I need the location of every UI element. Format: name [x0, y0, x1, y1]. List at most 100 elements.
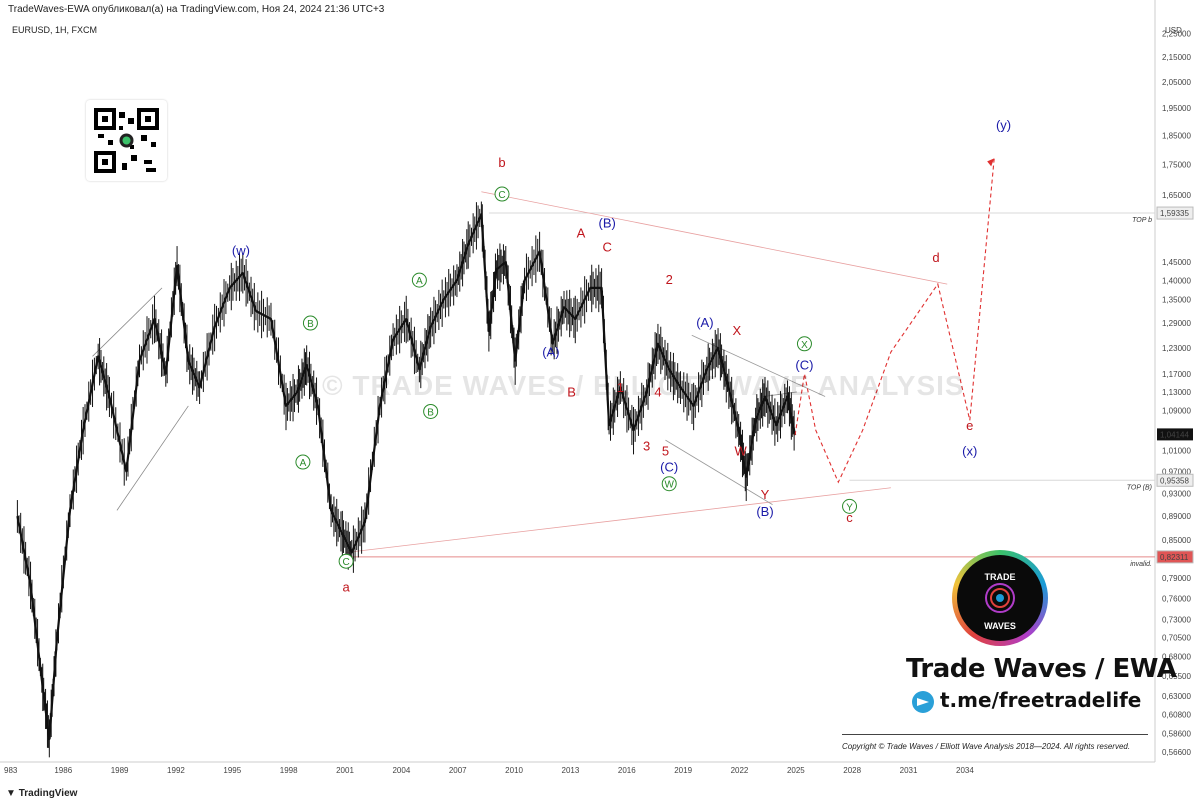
wave-label: C: [343, 557, 350, 568]
copyright-divider: [842, 734, 1148, 735]
time-tick-label: 2016: [618, 766, 636, 775]
wave-label: (y): [996, 118, 1011, 133]
price-tick-label: 1,29000: [1162, 319, 1191, 328]
wave-label: c: [846, 510, 853, 525]
wave-label: (w): [232, 243, 250, 258]
price-tick-label: 1,09000: [1162, 407, 1191, 416]
price-tick-label: 0,58600: [1162, 730, 1191, 739]
price-tick-label: 0,65500: [1162, 672, 1191, 681]
time-tick-label: 2031: [900, 766, 918, 775]
wave-label: W: [664, 480, 674, 491]
price-tick-label: 0,56600: [1162, 748, 1191, 757]
wave-label: B: [427, 407, 434, 418]
wave-label: X: [801, 340, 808, 351]
current-price-tick: 1,04144: [1160, 430, 1189, 439]
wave-label: (B): [756, 504, 773, 519]
watermark: © TRADE WAVES / ELLIOTT WAVE ANALYSIS: [322, 370, 965, 401]
time-tick-label: 2025: [787, 766, 805, 775]
wave-label-circle: [423, 403, 439, 419]
logo-top-text: TRADE: [984, 572, 1016, 582]
trendline: [116, 405, 189, 511]
projection-arrow: [987, 158, 995, 167]
price-tick-label: 1,95000: [1162, 104, 1191, 113]
current-price-box: [1157, 428, 1193, 441]
price-tick-label: 2,15000: [1162, 53, 1191, 62]
publish-line: TradeWaves-EWA опубликовал(а) на Trading…: [8, 4, 385, 15]
price-tick-label: 1,35000: [1162, 295, 1191, 304]
level-label: invalid.: [1130, 561, 1152, 568]
level-label: TOP b: [1132, 217, 1152, 224]
time-tick-label: 2019: [674, 766, 692, 775]
wave-label: 2: [666, 272, 673, 287]
price-tick-label: 0,79000: [1162, 574, 1191, 583]
price-tick-label: 1,45000: [1162, 258, 1191, 267]
wave-label: 5: [662, 444, 669, 459]
wave-label: 4: [654, 385, 661, 400]
price-tick-label: 1,40000: [1162, 276, 1191, 285]
wave-label: (A): [696, 315, 713, 330]
wave-label: (C): [795, 357, 813, 372]
telegram-icon: [912, 690, 934, 713]
level-price-tick: 1,59335: [1160, 209, 1189, 218]
wave-label: A: [300, 458, 307, 469]
qr-code-icon: [94, 108, 159, 173]
wave-label-circle: [295, 454, 311, 470]
time-tick-label: 1992: [167, 766, 185, 775]
time-tick-label: 1998: [280, 766, 298, 775]
telegram-link[interactable]: t.me/freetradelife: [912, 688, 1141, 713]
wave-label: (x): [962, 444, 977, 459]
price-tick-label: 0,93000: [1162, 489, 1191, 498]
level-price-box: [1156, 206, 1194, 220]
wave-label: (B): [599, 215, 616, 230]
wave-label-circle: [494, 186, 510, 202]
currency-label: USD: [1165, 26, 1182, 35]
wave-label: b: [498, 155, 505, 170]
tradingview-logo[interactable]: ▼ TradingView: [6, 788, 77, 799]
price-tick-label: 0,63000: [1162, 692, 1191, 701]
price-tick-label: 1,65000: [1162, 191, 1191, 200]
wave-label: e: [966, 418, 973, 433]
wave-label-circle: [661, 476, 677, 492]
wave-label: d: [932, 250, 939, 265]
time-tick-label: 1986: [54, 766, 72, 775]
wave-label: C: [603, 239, 612, 254]
trendline: [481, 191, 948, 285]
price-series-line: [16, 213, 797, 741]
wave-label: 1: [617, 380, 624, 395]
price-tick-label: 0,73000: [1162, 615, 1191, 624]
symbol-label: EURUSD, 1H, FXCM: [12, 25, 98, 35]
price-tick-label: 1,75000: [1162, 160, 1191, 169]
wave-label-circle: [302, 315, 318, 331]
brand-title: Trade Waves / EWA: [906, 654, 1177, 684]
copyright-text: Copyright © Trade Waves / Elliott Wave A…: [842, 742, 1131, 751]
wave-label-circle: [411, 272, 427, 288]
wave-label-circle: [338, 553, 354, 569]
wave-label: (A): [542, 344, 559, 359]
telegram-text: t.me/freetradelife: [940, 688, 1142, 712]
wave-label: W: [734, 444, 747, 459]
price-tick-label: 0,68000: [1162, 652, 1191, 661]
wave-label: A: [577, 226, 586, 241]
price-tick-label: 2,25000: [1162, 29, 1191, 38]
price-tick-label: 0,89000: [1162, 512, 1191, 521]
price-tick-label: 1,17000: [1162, 370, 1191, 379]
time-tick-label: 2028: [843, 766, 861, 775]
price-tick-label: 0,70500: [1162, 633, 1191, 642]
time-tick-label: 2001: [336, 766, 354, 775]
trendline: [665, 439, 773, 505]
trendline: [92, 287, 163, 357]
wave-label: X: [732, 323, 741, 338]
qr-code: [86, 100, 167, 181]
wave-label: A: [416, 276, 423, 287]
trade-waves-logo: TRADE WAVES: [952, 550, 1048, 646]
wave-label: B: [567, 385, 576, 400]
time-tick-label: 983: [4, 766, 18, 775]
price-tick-label: 2,05000: [1162, 78, 1191, 87]
level-price-box: [1156, 473, 1194, 487]
time-tick-label: 2007: [449, 766, 467, 775]
level-label: TOP (B): [1127, 484, 1152, 491]
projection-path: [794, 158, 995, 484]
tv-logo-text: TradingView: [18, 788, 78, 799]
price-tick-label: 1,23000: [1162, 344, 1191, 353]
logo-bottom-text: WAVES: [984, 621, 1016, 631]
